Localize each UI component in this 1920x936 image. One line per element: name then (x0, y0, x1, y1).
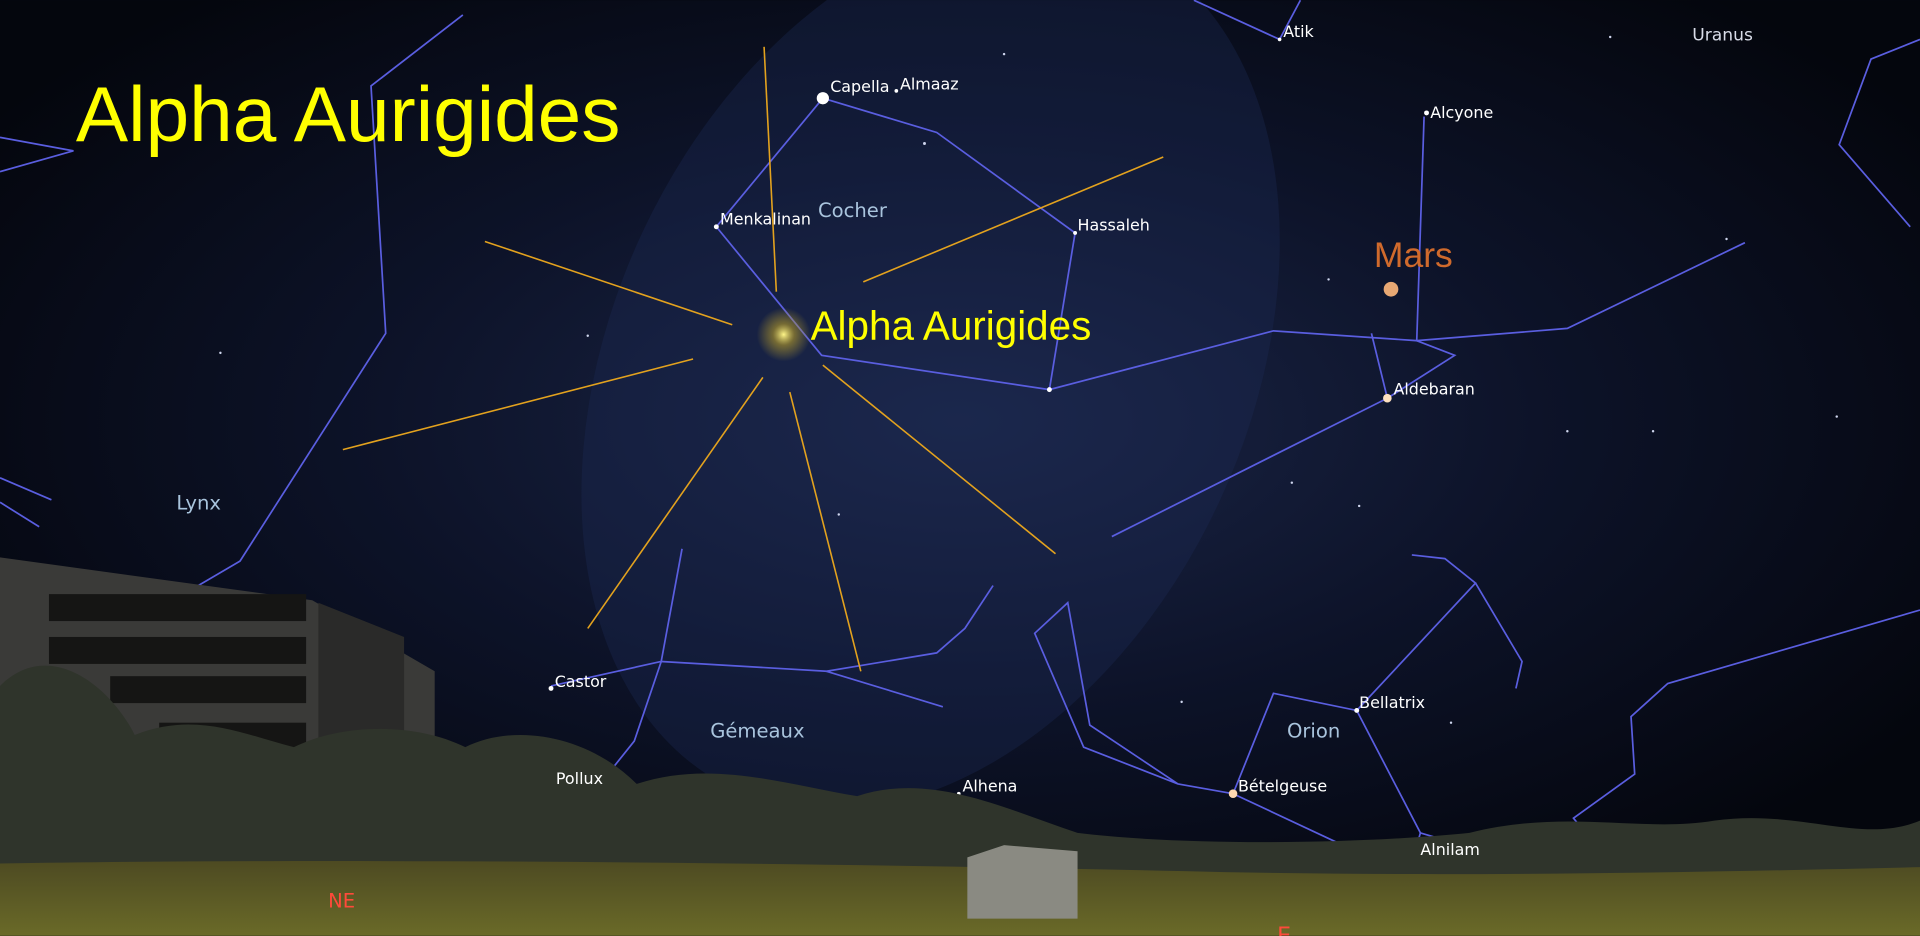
page-title: Alpha Aurigides (76, 70, 621, 158)
constellation-label: Cocher (818, 199, 888, 222)
star-label: Hassaleh (1078, 215, 1150, 234)
compass-label: E (1277, 924, 1291, 936)
star-label: Bellatrix (1359, 693, 1425, 712)
compass-label: NE (328, 890, 355, 913)
planet-label: Mars (1374, 235, 1453, 275)
star-label: Menkalinan (720, 209, 811, 228)
constellation-label: Lynx (176, 492, 221, 515)
mars-disc (1384, 282, 1399, 297)
star-label: Alnilam (1420, 840, 1479, 859)
radiant-label: Alpha Aurigides (811, 302, 1092, 348)
star-label: Capella (830, 77, 889, 96)
star-label: Atik (1283, 22, 1314, 41)
sky-map: Alpha Aurigides Alpha Aurigides Cocher L… (0, 0, 1920, 936)
page: Alpha Aurigides {"title": "Alpha Aurigid… (0, 0, 1920, 936)
star-label: Almaaz (900, 75, 959, 94)
star-label: Aldebaran (1393, 380, 1474, 399)
planet-label: Uranus (1692, 26, 1753, 46)
star-label: Pollux (556, 769, 603, 788)
star-label: Castor (555, 672, 607, 691)
star-label: Alcyone (1430, 103, 1493, 122)
constellation-label: Orion (1287, 719, 1340, 742)
star-label: Alhena (962, 776, 1017, 795)
radiant-point (757, 308, 811, 362)
body: Alpha Aurigides Alpha Aurigides Cocher L… (0, 0, 1920, 936)
constellation-label: Gémeaux (710, 719, 804, 742)
star-label: Bételgeuse (1238, 776, 1327, 795)
